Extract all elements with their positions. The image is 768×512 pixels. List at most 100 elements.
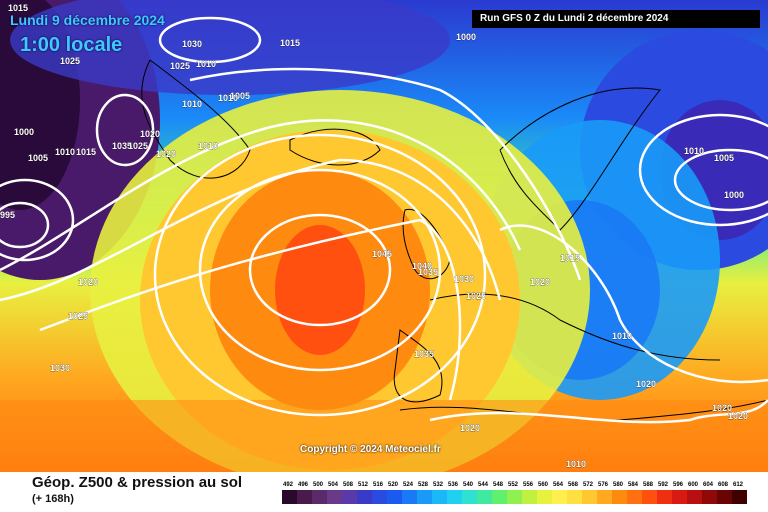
isobar-1030-north	[158, 16, 262, 64]
legend-swatch	[627, 490, 642, 504]
isobar-label: 1035	[112, 141, 132, 151]
isobar-label: 1025	[466, 291, 486, 301]
isobar-label: 1025	[170, 61, 190, 71]
legend-swatch	[312, 490, 327, 504]
legend-tick-label: 564	[553, 482, 564, 488]
legend-tick-label: 536	[448, 482, 459, 488]
isobar-label: 995	[0, 210, 15, 220]
legend-tick-label: 568	[568, 482, 579, 488]
isobar-label: 1010	[684, 146, 704, 156]
legend-tick-label: 604	[703, 482, 714, 488]
greenland-coast	[141, 59, 251, 179]
isobar-label: 1010	[198, 141, 218, 151]
isobar-label: 1035	[418, 267, 438, 277]
legend-swatch	[462, 490, 477, 504]
legend-swatch	[342, 490, 357, 504]
legend-swatch	[522, 490, 537, 504]
legend-tick-label: 524	[403, 482, 414, 488]
map-title: Géop. Z500 & pression au sol	[32, 474, 243, 491]
isobar-label: 1025	[128, 141, 148, 151]
iberia-coast	[393, 329, 443, 403]
isobar-1005-east	[638, 113, 768, 227]
legend-swatch	[417, 490, 432, 504]
legend-tick-label: 572	[583, 482, 594, 488]
isobar-1045	[248, 213, 392, 327]
isobar-1010-east	[499, 224, 768, 384]
isobar-1000-east	[673, 148, 768, 212]
legend-swatch	[477, 490, 492, 504]
isobar-label: 1010	[196, 59, 216, 69]
legend-swatch	[447, 490, 462, 504]
isobar-1035	[153, 133, 487, 417]
isobar-label: 1020	[728, 411, 748, 421]
isobar-label: 1000	[14, 127, 34, 137]
legend-tick-label: 496	[298, 482, 309, 488]
isobar-label: 1005	[230, 91, 250, 101]
legend-swatch	[372, 490, 387, 504]
isobar-label: 1010	[55, 147, 75, 157]
geopotential-map: 1015103010251025101010051010100010051010…	[0, 0, 768, 472]
legend-swatch	[282, 490, 297, 504]
legend-tick-label: 512	[358, 482, 369, 488]
continental-coast	[429, 293, 721, 361]
isobar-label: 1030	[454, 274, 474, 284]
legend-tick-label: 600	[688, 482, 699, 488]
legend-tick-label: 576	[598, 482, 609, 488]
isobar-1000	[0, 178, 75, 262]
south-warm-band	[0, 400, 768, 472]
isobar-label: 1035	[414, 349, 434, 359]
isobar-label: 1010	[566, 459, 586, 469]
legend-tick-label: 548	[493, 482, 504, 488]
legend-swatch	[492, 490, 507, 504]
britain-coast	[402, 208, 451, 280]
legend-tick-label: 544	[478, 482, 489, 488]
isobar-1040	[198, 168, 442, 372]
legend-swatch	[597, 490, 612, 504]
isobar-labels: 1015103010251025101010051010100010051010…	[0, 3, 748, 469]
legend-tick-label: 500	[313, 482, 324, 488]
isobar-label: 1025	[68, 311, 88, 321]
forecast-date: Lundi 9 décembre 2024	[10, 12, 165, 28]
isobar-label: 1015	[8, 3, 28, 13]
legend-swatch	[387, 490, 402, 504]
legend-tick-label: 504	[328, 482, 339, 488]
legend-swatch	[357, 490, 372, 504]
legend-tick-label: 552	[508, 482, 519, 488]
legend-swatch	[552, 490, 567, 504]
legend-tick-label: 540	[463, 482, 474, 488]
isobar-1020-south	[429, 399, 768, 424]
isobar-label: 1015	[560, 253, 580, 263]
forecast-time: 1:00 locale	[20, 34, 123, 56]
ridge-core	[275, 225, 365, 355]
isobar-label: 1040	[412, 261, 432, 271]
legend-tick-label: 588	[643, 482, 654, 488]
color-legend: 492 496 500 504 508 512 516 520 524 528 532 536 540 5…	[282, 482, 747, 504]
legend-tick-label: 580	[613, 482, 624, 488]
isobar-label: 1020	[78, 277, 98, 287]
isobar-995	[0, 201, 50, 249]
isobar-label: 1045	[372, 249, 392, 259]
isobar-label: 1025	[60, 56, 80, 66]
legend-swatch	[732, 490, 747, 504]
legend-tick-label: 584	[628, 482, 639, 488]
legend-tick-label: 592	[658, 482, 669, 488]
legend-tick-label: 596	[673, 482, 684, 488]
legend-tick-label: 520	[388, 482, 399, 488]
legend-swatch	[507, 490, 522, 504]
legend-swatch	[717, 490, 732, 504]
legend-tick-label: 528	[418, 482, 429, 488]
isobar-1025	[0, 158, 502, 302]
legend-swatch	[582, 490, 597, 504]
isobar-label: 1030	[182, 39, 202, 49]
isobar-label: 1010	[612, 331, 632, 341]
legend-swatch	[327, 490, 342, 504]
legend-swatch	[687, 490, 702, 504]
isobar-label: 1000	[724, 190, 744, 200]
legend-tick-label: 492	[283, 482, 294, 488]
legend-swatch	[702, 490, 717, 504]
legend-swatch	[297, 490, 312, 504]
isobar-label: 1020	[636, 379, 656, 389]
copyright-text: Copyright © 2024 Meteociel.fr	[300, 444, 441, 455]
isobar-label: 1030	[50, 363, 70, 373]
